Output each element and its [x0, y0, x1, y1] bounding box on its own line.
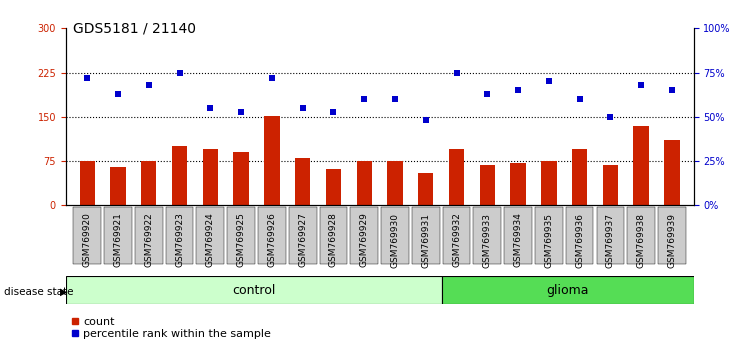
- Point: [143, 82, 155, 88]
- FancyBboxPatch shape: [566, 206, 593, 264]
- FancyBboxPatch shape: [381, 206, 409, 264]
- Text: GSM769925: GSM769925: [237, 212, 245, 267]
- Point: [82, 75, 93, 81]
- Bar: [541, 161, 556, 205]
- Text: GSM769932: GSM769932: [452, 212, 461, 267]
- Text: GSM769926: GSM769926: [267, 212, 277, 267]
- Text: GSM769921: GSM769921: [114, 212, 123, 267]
- FancyBboxPatch shape: [658, 206, 685, 264]
- Bar: [66, 276, 442, 304]
- Text: GSM769934: GSM769934: [514, 212, 523, 267]
- Text: GSM769928: GSM769928: [329, 212, 338, 267]
- FancyBboxPatch shape: [320, 206, 347, 264]
- Bar: [356, 161, 372, 205]
- Bar: [172, 146, 188, 205]
- Bar: [110, 167, 126, 205]
- FancyBboxPatch shape: [135, 206, 163, 264]
- FancyBboxPatch shape: [504, 206, 532, 264]
- Point: [450, 70, 462, 75]
- Text: GSM769939: GSM769939: [667, 212, 677, 268]
- Text: GSM769933: GSM769933: [483, 212, 492, 268]
- Text: GSM769923: GSM769923: [175, 212, 184, 267]
- FancyBboxPatch shape: [627, 206, 655, 264]
- Point: [204, 105, 216, 111]
- Point: [666, 87, 677, 93]
- FancyBboxPatch shape: [442, 206, 470, 264]
- Point: [358, 96, 370, 102]
- Point: [297, 105, 309, 111]
- Text: GSM769936: GSM769936: [575, 212, 584, 268]
- Bar: [234, 152, 249, 205]
- Point: [482, 91, 493, 97]
- Point: [543, 79, 555, 84]
- Bar: [388, 161, 403, 205]
- Point: [389, 96, 401, 102]
- Text: GDS5181 / 21140: GDS5181 / 21140: [73, 21, 196, 35]
- Text: disease state: disease state: [4, 287, 73, 297]
- Bar: [203, 149, 218, 205]
- Bar: [572, 149, 588, 205]
- Bar: [634, 126, 649, 205]
- Bar: [480, 165, 495, 205]
- FancyBboxPatch shape: [412, 206, 439, 264]
- Text: GSM769929: GSM769929: [360, 212, 369, 267]
- Point: [574, 96, 585, 102]
- Bar: [603, 165, 618, 205]
- Text: GSM769937: GSM769937: [606, 212, 615, 268]
- FancyBboxPatch shape: [289, 206, 317, 264]
- FancyBboxPatch shape: [227, 206, 255, 264]
- Bar: [664, 141, 680, 205]
- Bar: [326, 169, 341, 205]
- FancyBboxPatch shape: [350, 206, 378, 264]
- Text: GSM769922: GSM769922: [145, 212, 153, 267]
- Bar: [141, 161, 156, 205]
- Bar: [80, 161, 95, 205]
- FancyBboxPatch shape: [474, 206, 502, 264]
- Text: GSM769935: GSM769935: [545, 212, 553, 268]
- FancyBboxPatch shape: [196, 206, 224, 264]
- Point: [235, 109, 247, 114]
- FancyBboxPatch shape: [596, 206, 624, 264]
- FancyBboxPatch shape: [166, 206, 193, 264]
- FancyBboxPatch shape: [535, 206, 563, 264]
- Text: GSM769927: GSM769927: [298, 212, 307, 267]
- Bar: [442, 276, 694, 304]
- Point: [420, 118, 431, 123]
- Bar: [449, 149, 464, 205]
- FancyBboxPatch shape: [104, 206, 132, 264]
- Point: [635, 82, 647, 88]
- Bar: [295, 158, 310, 205]
- Point: [328, 109, 339, 114]
- Text: ▶: ▶: [60, 287, 67, 297]
- Bar: [264, 116, 280, 205]
- Point: [112, 91, 124, 97]
- Text: GSM769924: GSM769924: [206, 212, 215, 267]
- Point: [266, 75, 277, 81]
- Legend: count, percentile rank within the sample: count, percentile rank within the sample: [72, 317, 272, 339]
- Bar: [510, 163, 526, 205]
- Text: GSM769930: GSM769930: [391, 212, 399, 268]
- FancyBboxPatch shape: [74, 206, 101, 264]
- FancyBboxPatch shape: [258, 206, 285, 264]
- Text: glioma: glioma: [547, 284, 589, 297]
- Point: [604, 114, 616, 120]
- Text: control: control: [232, 284, 276, 297]
- Text: GSM769938: GSM769938: [637, 212, 645, 268]
- Text: GSM769931: GSM769931: [421, 212, 430, 268]
- Point: [512, 87, 524, 93]
- Text: GSM769920: GSM769920: [82, 212, 92, 267]
- Point: [174, 70, 185, 75]
- Bar: [418, 173, 434, 205]
